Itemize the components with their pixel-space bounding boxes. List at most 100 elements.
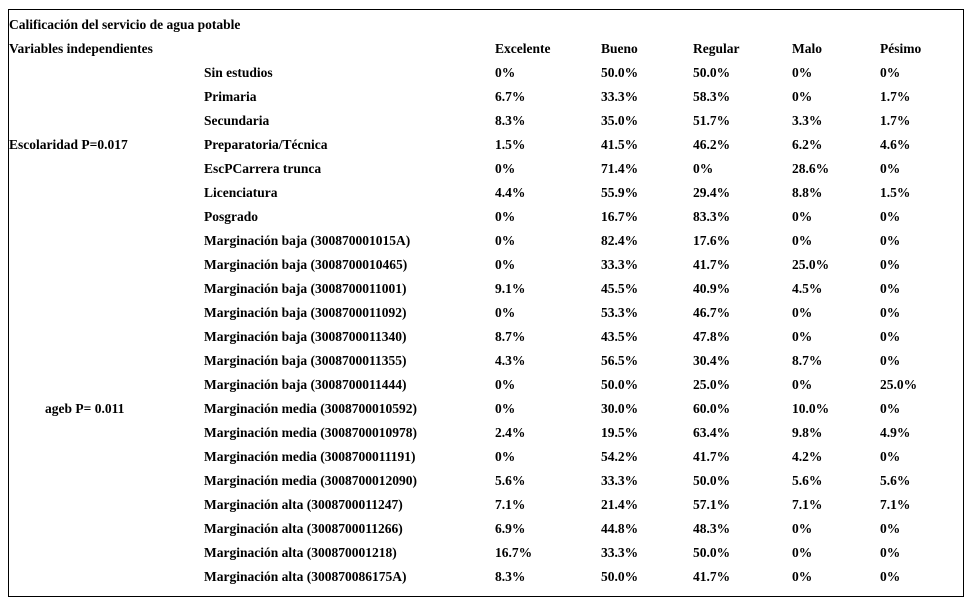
variable-label: Marginación baja (3008700011355) [204, 353, 407, 368]
cell-value: 0% [792, 329, 813, 344]
cell-value: 0% [792, 305, 813, 320]
cell-value: 0% [495, 161, 516, 176]
group-label [9, 253, 204, 277]
cell-value: 48.3% [693, 521, 731, 536]
variable-label: Marginación alta (300870086175A) [204, 569, 407, 584]
cell-value: 71.4% [601, 161, 639, 176]
variable-label: Marginación media (3008700010592) [204, 401, 417, 416]
cell-value: 55.9% [601, 185, 639, 200]
cell-value: 16.7% [601, 209, 639, 224]
cell-value: 0% [792, 209, 813, 224]
cell-value: 46.7% [693, 305, 731, 320]
cell-value: 83.3% [693, 209, 731, 224]
cell-value: 10.0% [792, 401, 830, 416]
table-row: Marginación baja (3008700011444) 0% 50.0… [9, 373, 963, 397]
table-row: Secundaria 8.3% 35.0% 51.7% 3.3% 1.7% [9, 109, 963, 133]
table-row: Marginación baja (3008700010465) 0% 33.3… [9, 253, 963, 277]
table-row: Marginación media (3008700011191) 0% 54.… [9, 445, 963, 469]
cell-value: 43.5% [601, 329, 639, 344]
table-row: Primaria 6.7% 33.3% 58.3% 0% 1.7% [9, 85, 963, 109]
cell-value: 1.5% [880, 185, 911, 200]
cell-value: 3.3% [792, 113, 823, 128]
variable-label: Marginación alta (3008700011266) [204, 521, 403, 536]
variable-label: Marginación baja (3008700011444) [204, 377, 407, 392]
group-label [9, 373, 204, 397]
group-label [9, 109, 204, 133]
cell-value: 0% [792, 521, 813, 536]
variable-label: Marginación alta (3008700011247) [204, 497, 403, 512]
table-row: Marginación baja (3008700011092) 0% 53.3… [9, 301, 963, 325]
cell-value: 28.6% [792, 161, 830, 176]
cell-value: 45.5% [601, 281, 639, 296]
column-header-excelente: Excelente [495, 41, 551, 56]
cell-value: 0% [792, 233, 813, 248]
results-table: Calificación del servicio de agua potabl… [9, 13, 963, 589]
variable-label: Marginación media (3008700012090) [204, 473, 417, 488]
cell-value: 0% [880, 521, 901, 536]
cell-value: 0% [792, 65, 813, 80]
cell-value: 5.6% [792, 473, 823, 488]
cell-value: 1.5% [495, 137, 526, 152]
cell-value: 6.7% [495, 89, 526, 104]
cell-value: 30.0% [601, 401, 639, 416]
cell-value: 0% [880, 545, 901, 560]
group-label [9, 421, 204, 445]
cell-value: 0% [495, 377, 516, 392]
variable-label: Marginación alta (300870001218) [204, 545, 397, 560]
cell-value: 0% [495, 209, 516, 224]
cell-value: 4.2% [792, 449, 823, 464]
cell-value: 60.0% [693, 401, 731, 416]
cell-value: 25.0% [792, 257, 830, 272]
cell-value: 9.8% [792, 425, 823, 440]
group-label [9, 277, 204, 301]
cell-value: 0% [495, 233, 516, 248]
title-row: Calificación del servicio de agua potabl… [9, 13, 963, 37]
cell-value: 0% [495, 305, 516, 320]
group-label: ageb P= 0.011 [45, 401, 125, 416]
cell-value: 0% [880, 401, 901, 416]
cell-value: 25.0% [880, 377, 918, 392]
cell-value: 21.4% [601, 497, 639, 512]
variable-label: Marginación baja (3008700011340) [204, 329, 407, 344]
variable-label: Posgrado [204, 209, 258, 224]
cell-value: 4.5% [792, 281, 823, 296]
cell-value: 0% [495, 257, 516, 272]
cell-value: 54.2% [601, 449, 639, 464]
table-row: Posgrado 0% 16.7% 83.3% 0% 0% [9, 205, 963, 229]
table-body: Calificación del servicio de agua potabl… [9, 13, 963, 589]
cell-value: 7.1% [792, 497, 823, 512]
cell-value: 5.6% [880, 473, 911, 488]
cell-value: 19.5% [601, 425, 639, 440]
cell-value: 51.7% [693, 113, 731, 128]
cell-value: 33.3% [601, 473, 639, 488]
table-row: Marginación media (3008700010978) 2.4% 1… [9, 421, 963, 445]
cell-value: 46.2% [693, 137, 731, 152]
variable-label: Marginación baja (3008700011092) [204, 305, 407, 320]
cell-value: 0% [880, 233, 901, 248]
variable-label: Marginación media (3008700010978) [204, 425, 417, 440]
table-row: ageb P= 0.011 Marginación media (3008700… [9, 397, 963, 421]
group-label [9, 445, 204, 469]
group-label [9, 565, 204, 589]
cell-value: 6.9% [495, 521, 526, 536]
group-label: Escolaridad P=0.017 [9, 137, 128, 152]
cell-value: 0% [792, 89, 813, 104]
group-label [9, 205, 204, 229]
table-row: Marginación baja (3008700011340) 8.7% 43… [9, 325, 963, 349]
cell-value: 8.7% [792, 353, 823, 368]
cell-value: 4.6% [880, 137, 911, 152]
cell-value: 0% [880, 257, 901, 272]
table-frame: Calificación del servicio de agua potabl… [8, 9, 964, 597]
cell-value: 44.8% [601, 521, 639, 536]
cell-value: 4.9% [880, 425, 911, 440]
cell-value: 58.3% [693, 89, 731, 104]
cell-value: 82.4% [601, 233, 639, 248]
group-label [9, 301, 204, 325]
variable-label: Marginación baja (300870001015A) [204, 233, 411, 248]
cell-value: 7.1% [495, 497, 526, 512]
group-label [9, 229, 204, 253]
cell-value: 16.7% [495, 545, 533, 560]
group-label [9, 325, 204, 349]
cell-value: 41.5% [601, 137, 639, 152]
cell-value: 35.0% [601, 113, 639, 128]
